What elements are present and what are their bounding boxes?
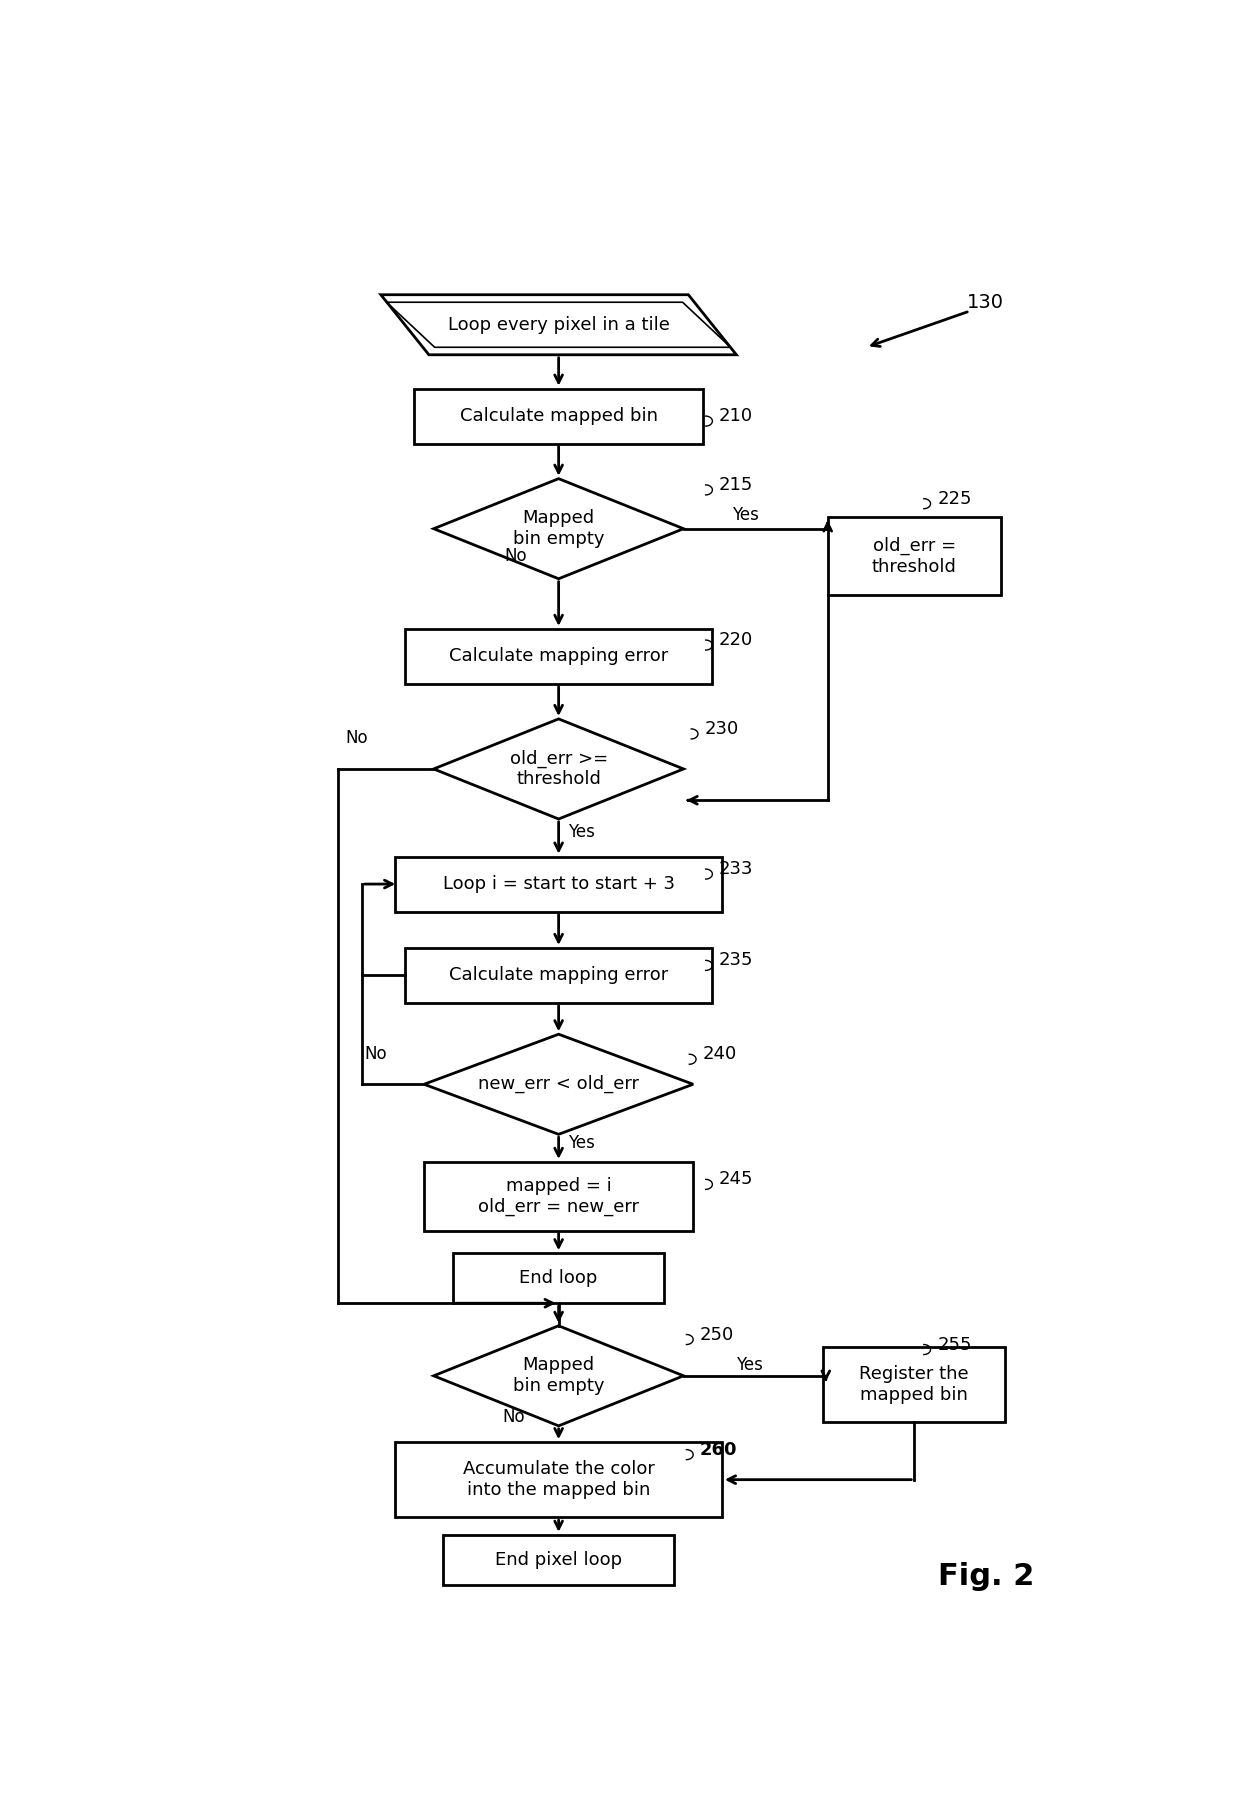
Text: Yes: Yes bbox=[732, 506, 759, 524]
Text: 245: 245 bbox=[719, 1170, 754, 1188]
FancyBboxPatch shape bbox=[823, 1347, 1006, 1421]
Text: 255: 255 bbox=[937, 1336, 972, 1354]
Text: new_err < old_err: new_err < old_err bbox=[479, 1076, 639, 1094]
Polygon shape bbox=[434, 1325, 683, 1425]
FancyBboxPatch shape bbox=[444, 1534, 675, 1585]
Text: End loop: End loop bbox=[520, 1269, 598, 1287]
Text: Yes: Yes bbox=[568, 823, 595, 841]
Text: 130: 130 bbox=[967, 293, 1004, 311]
FancyBboxPatch shape bbox=[828, 517, 1001, 595]
FancyBboxPatch shape bbox=[453, 1254, 665, 1303]
Text: Accumulate the color
into the mapped bin: Accumulate the color into the mapped bin bbox=[463, 1460, 655, 1500]
FancyBboxPatch shape bbox=[414, 389, 703, 444]
Text: Fig. 2: Fig. 2 bbox=[939, 1562, 1034, 1591]
Text: 210: 210 bbox=[719, 408, 753, 426]
Text: Mapped
bin empty: Mapped bin empty bbox=[513, 1356, 604, 1396]
Text: No: No bbox=[502, 1409, 525, 1427]
Text: Loop i = start to start + 3: Loop i = start to start + 3 bbox=[443, 875, 675, 894]
Text: End pixel loop: End pixel loop bbox=[495, 1551, 622, 1569]
Text: Yes: Yes bbox=[737, 1356, 764, 1374]
FancyBboxPatch shape bbox=[404, 628, 713, 684]
Text: Calculate mapping error: Calculate mapping error bbox=[449, 966, 668, 985]
Text: 250: 250 bbox=[699, 1325, 734, 1343]
Text: 233: 233 bbox=[719, 861, 754, 877]
FancyBboxPatch shape bbox=[424, 1163, 693, 1232]
Text: old_err =
threshold: old_err = threshold bbox=[872, 537, 956, 575]
Text: 215: 215 bbox=[719, 475, 754, 493]
FancyBboxPatch shape bbox=[404, 948, 713, 1003]
Polygon shape bbox=[424, 1034, 693, 1134]
FancyBboxPatch shape bbox=[396, 1441, 722, 1518]
Text: 230: 230 bbox=[704, 721, 739, 737]
Text: 240: 240 bbox=[703, 1045, 737, 1063]
Text: Calculate mapped bin: Calculate mapped bin bbox=[460, 408, 657, 426]
Text: 260: 260 bbox=[699, 1441, 738, 1458]
Polygon shape bbox=[381, 295, 737, 355]
Polygon shape bbox=[434, 479, 683, 579]
Text: 235: 235 bbox=[719, 952, 754, 970]
Polygon shape bbox=[434, 719, 683, 819]
Text: Register the
mapped bin: Register the mapped bin bbox=[859, 1365, 968, 1403]
Text: Calculate mapping error: Calculate mapping error bbox=[449, 648, 668, 666]
Text: Yes: Yes bbox=[568, 1134, 595, 1152]
Text: No: No bbox=[505, 548, 527, 566]
FancyBboxPatch shape bbox=[396, 857, 722, 912]
Text: Loop every pixel in a tile: Loop every pixel in a tile bbox=[448, 315, 670, 333]
Text: No: No bbox=[346, 728, 368, 746]
Text: Mapped
bin empty: Mapped bin empty bbox=[513, 510, 604, 548]
Text: 225: 225 bbox=[937, 490, 972, 508]
Text: mapped = i
old_err = new_err: mapped = i old_err = new_err bbox=[479, 1178, 639, 1216]
Text: 220: 220 bbox=[719, 632, 754, 650]
Text: old_err >=
threshold: old_err >= threshold bbox=[510, 750, 608, 788]
Text: No: No bbox=[365, 1045, 387, 1063]
